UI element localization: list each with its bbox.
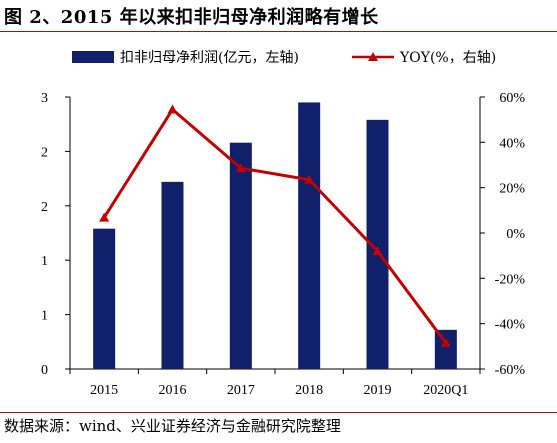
yoy-point bbox=[167, 104, 178, 114]
left-tick-label: 2 bbox=[41, 200, 48, 215]
legend: 扣非归母净利润(亿元，左轴) YOY(%，右轴) bbox=[72, 49, 496, 66]
right-tick-label: -60% bbox=[495, 363, 526, 378]
left-tick-label: 0 bbox=[41, 363, 48, 378]
axes: 0 1 1 2 2 3 -60% -40% -20% 0% 20% 40% 60% 2015 2016 201… bbox=[41, 91, 525, 398]
left-tick-label: 2 bbox=[41, 145, 48, 160]
legend-bar-label: 扣非归母净利润(亿元，左轴) bbox=[120, 49, 299, 66]
yoy-point bbox=[99, 212, 110, 222]
right-tick-label: 20% bbox=[499, 182, 525, 197]
bar bbox=[161, 181, 184, 369]
legend-bar-swatch bbox=[72, 51, 114, 63]
x-tick-label: 2020Q1 bbox=[423, 383, 468, 398]
bar bbox=[298, 102, 321, 369]
legend-line-marker bbox=[368, 52, 378, 61]
x-tick-label: 2015 bbox=[90, 383, 118, 398]
source-rule bbox=[0, 412, 557, 413]
figure-title: 图 2、2015 年以来扣非归母净利润略有增长 bbox=[4, 7, 379, 28]
bar bbox=[93, 228, 116, 369]
yoy-point bbox=[304, 174, 315, 184]
chart-svg: 扣非归母净利润(亿元，左轴) YOY(%，右轴) 0 1 1 2 2 3 -60% -40% -… bbox=[41, 49, 525, 398]
right-tick-label: -20% bbox=[495, 272, 526, 287]
right-tick-label: -40% bbox=[495, 318, 526, 333]
bar-series bbox=[93, 102, 457, 370]
right-tick-label: 0% bbox=[506, 227, 525, 242]
yoy-point bbox=[440, 337, 451, 347]
x-tick-label: 2018 bbox=[295, 383, 323, 398]
left-tick-label: 1 bbox=[41, 254, 48, 269]
line-series bbox=[99, 104, 451, 347]
left-tick-label: 3 bbox=[41, 91, 48, 106]
x-tick-label: 2016 bbox=[159, 383, 187, 398]
yoy-point bbox=[372, 246, 383, 256]
yoy-point bbox=[235, 163, 246, 173]
bar bbox=[366, 119, 389, 370]
yoy-line bbox=[102, 107, 448, 344]
left-tick-label: 1 bbox=[41, 309, 48, 324]
title-rule bbox=[0, 31, 557, 32]
legend-line-label: YOY(%，右轴) bbox=[399, 50, 496, 66]
x-tick-label: 2017 bbox=[227, 383, 255, 398]
bar bbox=[229, 142, 252, 369]
right-tick-label: 40% bbox=[499, 136, 525, 151]
x-tick-label: 2019 bbox=[364, 383, 392, 398]
bar bbox=[434, 329, 457, 369]
right-tick-label: 60% bbox=[499, 91, 525, 106]
source-note: 数据来源：wind、兴业证券经济与金融研究院整理 bbox=[4, 417, 341, 435]
